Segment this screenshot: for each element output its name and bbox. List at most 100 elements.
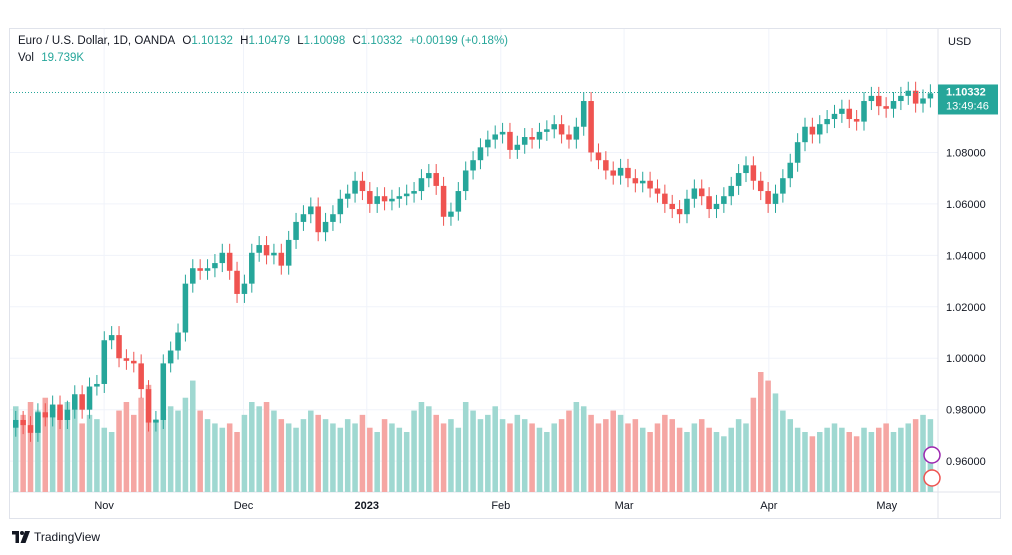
- candle-body: [403, 193, 410, 197]
- candle-body: [551, 124, 557, 130]
- candle-body: [411, 191, 417, 194]
- lightning-event-icon[interactable]: [923, 446, 941, 464]
- candle-body: [57, 404, 63, 420]
- price-tick-label: 1.04000: [946, 250, 986, 262]
- volume-bar: [57, 410, 63, 492]
- currency-label: USD: [948, 36, 971, 48]
- volume-bar: [654, 423, 661, 492]
- volume-bar: [64, 402, 71, 492]
- volume-bar: [182, 397, 189, 492]
- candle-body: [389, 198, 395, 202]
- volume-bar: [462, 402, 469, 492]
- volume-bar: [839, 427, 845, 492]
- price-tick-label: 1.00000: [946, 353, 986, 365]
- volume-bar: [49, 406, 56, 492]
- volume-bar: [521, 419, 528, 492]
- candle-body: [580, 101, 587, 127]
- candle-body: [831, 113, 838, 120]
- volume-bar: [853, 436, 860, 492]
- flag-event-icon[interactable]: [923, 469, 941, 487]
- time-tick-label: Nov: [94, 500, 114, 512]
- candle-body: [94, 383, 100, 387]
- volume-bar: [639, 427, 646, 492]
- candle-body: [153, 419, 159, 423]
- volume-bar: [595, 423, 602, 492]
- volume-bar: [42, 397, 49, 492]
- candle-body: [853, 119, 860, 122]
- volume-bar: [116, 410, 122, 492]
- volume-bar: [285, 423, 292, 492]
- candle-body: [35, 412, 41, 433]
- volume-bar: [411, 410, 417, 492]
- price-tick-label: 1.08000: [946, 147, 986, 159]
- candle-body: [765, 191, 771, 204]
- volume-bar: [190, 380, 196, 492]
- chart-frame: [9, 28, 1001, 519]
- time-tick-label: Dec: [234, 500, 254, 512]
- volume-bar: [706, 427, 712, 492]
- volume-legend: Vol 19.739K: [18, 52, 88, 64]
- candle-body: [780, 178, 786, 194]
- candle-body: [772, 193, 779, 204]
- candle-body: [846, 108, 853, 120]
- candle-body: [566, 134, 572, 140]
- volume-bar: [86, 414, 93, 492]
- candle-body: [639, 180, 646, 184]
- volume-bar: [470, 410, 476, 492]
- volume-bar: [455, 427, 462, 492]
- tradingview-brand[interactable]: TradingView: [12, 530, 100, 544]
- last-price-label: 1.10332: [946, 86, 986, 98]
- candle-body: [521, 137, 528, 145]
- volume-bar: [219, 427, 226, 492]
- candle-body: [905, 90, 912, 96]
- candle-body: [64, 409, 71, 420]
- volume-bar: [662, 414, 668, 492]
- volume-bar: [389, 423, 395, 492]
- volume-bar: [352, 423, 358, 492]
- volume-bar: [315, 414, 321, 492]
- volume-bar: [883, 423, 889, 492]
- volume-bar: [153, 419, 159, 492]
- candle-body: [485, 139, 491, 148]
- volume-bar: [381, 419, 388, 492]
- candle-body: [654, 188, 661, 194]
- volume-bar: [890, 432, 897, 492]
- candle-body: [226, 252, 233, 271]
- candle-body: [190, 268, 196, 284]
- candle-body: [101, 340, 108, 384]
- candle-body: [735, 173, 742, 186]
- volume-bar: [750, 397, 757, 492]
- candle-body: [728, 185, 735, 197]
- candle-body: [138, 363, 144, 390]
- volume-bar: [713, 432, 720, 492]
- volume-bar: [308, 410, 314, 492]
- close-label: C: [352, 35, 361, 47]
- volume-bar: [263, 402, 270, 492]
- volume-bar: [322, 419, 329, 492]
- volume-label[interactable]: Vol: [18, 52, 34, 64]
- candle-body: [920, 98, 926, 104]
- candle-body: [20, 419, 26, 426]
- candle-body: [308, 206, 314, 215]
- volume-bar: [145, 384, 152, 492]
- volume-bar: [632, 419, 639, 492]
- price-tick-label: 0.96000: [946, 456, 986, 468]
- candle-body: [713, 203, 720, 210]
- candle-body: [344, 193, 351, 199]
- volume-bar: [588, 414, 594, 492]
- symbol-title[interactable]: Euro / U.S. Dollar, 1D, OANDA: [18, 35, 176, 47]
- volume-bar: [20, 414, 26, 492]
- volume-bar: [603, 419, 609, 492]
- candle-body: [595, 152, 602, 161]
- volume-bar: [138, 397, 144, 492]
- candle-body: [875, 95, 882, 107]
- candle-body: [721, 196, 727, 204]
- candle-body: [278, 252, 285, 266]
- candle-body: [470, 160, 476, 171]
- last-price-badge: [938, 84, 998, 115]
- candle-body: [455, 191, 462, 212]
- volume-bar: [477, 419, 484, 492]
- candle-body: [315, 206, 321, 233]
- candle-body: [647, 180, 653, 189]
